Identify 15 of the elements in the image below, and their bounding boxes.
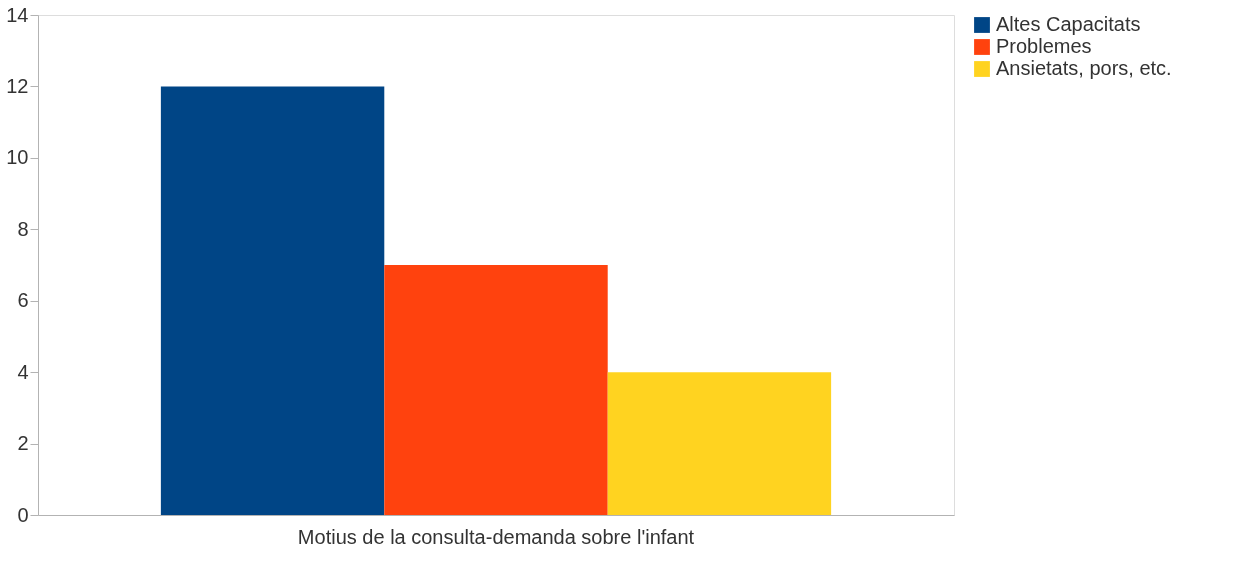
bar	[384, 265, 608, 515]
legend-label: Altes Capacitats	[996, 13, 1141, 35]
y-tick-label: 14	[6, 3, 29, 26]
y-tick-label: 12	[6, 74, 29, 97]
bar	[607, 372, 832, 515]
legend-label: Ansietats, pors, etc.	[996, 57, 1172, 79]
x-tick-label: Motius de la consulta-demanda sobre l'infant	[297, 525, 695, 548]
legend-label: Problemes	[996, 35, 1092, 57]
y-tick-label: 8	[17, 217, 29, 240]
y-tick-label: 10	[6, 146, 29, 169]
y-tick-label: 4	[17, 360, 29, 383]
y-tick-label: 0	[17, 503, 29, 526]
y-tick-label: 6	[17, 289, 29, 312]
y-tick-label: 2	[17, 432, 29, 455]
bar	[160, 86, 385, 515]
